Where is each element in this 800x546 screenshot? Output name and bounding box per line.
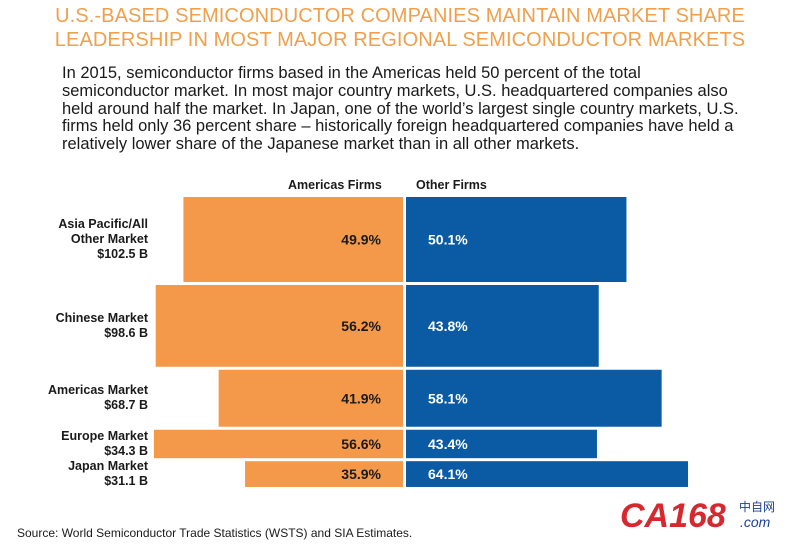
value-label-americas-japan-market: 35.9% <box>341 466 381 482</box>
value-label-americas-chinese-market: 56.2% <box>341 318 381 334</box>
value-label-americas-asia-pacific-all: 49.9% <box>341 232 381 248</box>
bar-americas-europe-market <box>153 429 403 459</box>
legend-americas-firms: Americas Firms <box>288 178 382 192</box>
bar-americas-americas-market <box>218 369 403 427</box>
bar-americas-chinese-market <box>155 285 403 367</box>
category-label-asia-pacific-all: Asia Pacific/All Other Market $102.5 B <box>58 217 148 261</box>
value-label-other-asia-pacific-all: 50.1% <box>428 232 468 248</box>
bar-americas-japan-market <box>245 461 403 487</box>
ca168-logo: CA168 中自网 .com <box>620 497 775 534</box>
chart-title: U.S.-BASED SEMICONDUCTOR COMPANIES MAINT… <box>54 5 746 51</box>
value-label-other-japan-market: 64.1% <box>428 466 468 482</box>
bar-americas-asia-pacific-all <box>183 197 403 282</box>
bar-other-europe-market <box>406 429 597 459</box>
category-label-japan-market: Japan Market $31.1 B <box>68 459 148 489</box>
value-label-americas-americas-market: 41.9% <box>341 390 381 406</box>
logo-text-dotcom: .com <box>740 514 771 530</box>
logo-text-main: CA168 <box>620 497 726 534</box>
source-note: Source: World Semiconductor Trade Statis… <box>17 526 413 540</box>
bar-other-japan-market <box>406 461 689 487</box>
value-label-other-americas-market: 58.1% <box>428 390 468 406</box>
legend-other-firms: Other Firms <box>416 178 487 192</box>
bar-other-chinese-market <box>406 285 599 367</box>
value-label-americas-europe-market: 56.6% <box>341 436 381 452</box>
value-label-other-europe-market: 43.4% <box>428 436 468 452</box>
logo-text-cn: 中自网 <box>739 499 775 514</box>
category-label-europe-market: Europe Market $34.3 B <box>61 428 148 458</box>
bar-other-americas-market <box>406 369 662 427</box>
category-label-americas-market: Americas Market $68.7 B <box>47 383 148 413</box>
value-label-other-chinese-market: 43.8% <box>428 318 468 334</box>
description-paragraph: In 2015, semiconductor firms based in th… <box>62 64 739 154</box>
bar-other-asia-pacific-all <box>406 197 627 282</box>
category-label-chinese-market: Chinese Market $98.6 B <box>55 310 148 340</box>
